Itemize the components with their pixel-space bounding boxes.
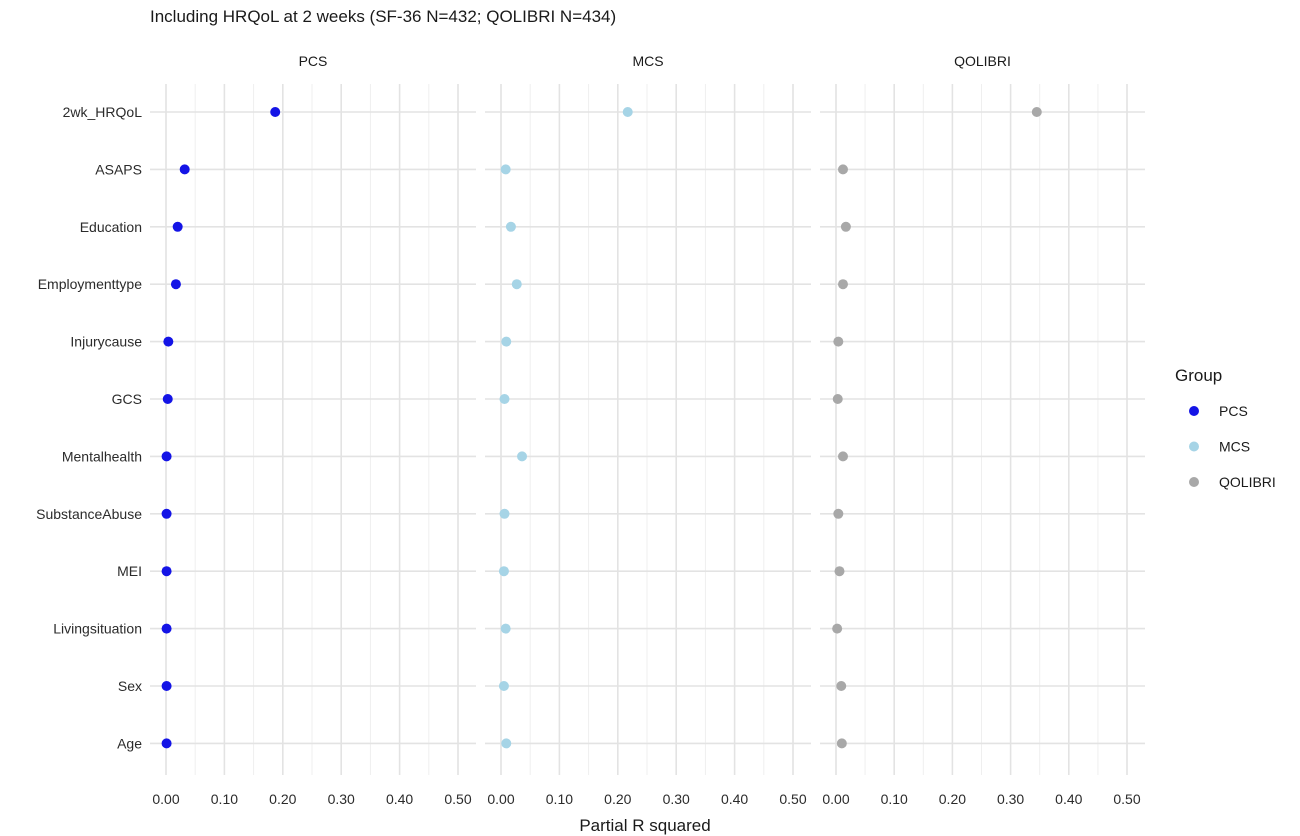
point-pcs-livingsituation bbox=[161, 623, 172, 634]
point-qolibri-education bbox=[840, 221, 851, 232]
x-tick-label-pcs: 0.40 bbox=[386, 791, 413, 807]
point-pcs-2wk-hrqol bbox=[270, 107, 281, 117]
point-qolibri-age bbox=[836, 738, 847, 749]
facet-label-qolibri: QOLIBRI bbox=[954, 53, 1011, 69]
x-tick-label-qolibri: 0.50 bbox=[1113, 791, 1140, 807]
x-tick-label-qolibri: 0.20 bbox=[939, 791, 966, 807]
x-tick-label-mcs: 0.00 bbox=[487, 791, 514, 807]
point-pcs-sex bbox=[161, 681, 172, 691]
point-qolibri-injurycause bbox=[833, 336, 844, 347]
point-pcs-mentalhealth bbox=[161, 451, 172, 462]
point-mcs-substanceabuse bbox=[499, 508, 510, 519]
point-mcs-mei bbox=[498, 566, 509, 577]
facet-label-mcs: MCS bbox=[632, 53, 663, 69]
legend-label-pcs: PCS bbox=[1219, 403, 1248, 419]
y-tick-label-gcs: GCS bbox=[112, 391, 142, 407]
point-pcs-education bbox=[172, 221, 183, 232]
point-qolibri-employmenttype bbox=[837, 279, 848, 290]
point-pcs-injurycause bbox=[163, 336, 174, 347]
y-tick-label-education: Education bbox=[80, 219, 142, 235]
x-tick-label-pcs: 0.50 bbox=[444, 791, 471, 807]
point-qolibri-sex bbox=[836, 681, 847, 691]
x-tick-label-mcs: 0.10 bbox=[546, 791, 573, 807]
point-qolibri-2wk-hrqol bbox=[1031, 107, 1042, 117]
x-tick-label-pcs: 0.10 bbox=[211, 791, 238, 807]
y-tick-label-livingsituation: Livingsituation bbox=[53, 621, 142, 637]
point-pcs-gcs bbox=[162, 394, 173, 404]
legend-marker-qolibri bbox=[1189, 477, 1199, 487]
point-pcs-mei bbox=[161, 566, 172, 577]
point-mcs-livingsituation bbox=[500, 623, 511, 634]
point-pcs-employmenttype bbox=[170, 279, 181, 290]
x-tick-label-mcs: 0.40 bbox=[721, 791, 748, 807]
x-tick-label-qolibri: 0.10 bbox=[881, 791, 908, 807]
facet-qolibri: 0.00 0.10 0.20 0.30 0.40 0.50 QOLIBRI bbox=[820, 53, 1145, 807]
y-tick-label-sex: Sex bbox=[118, 678, 142, 694]
facet-panel-mcs bbox=[485, 84, 811, 775]
x-tick-label-pcs: 0.20 bbox=[269, 791, 296, 807]
y-tick-label-asaps: ASAPS bbox=[95, 161, 142, 177]
legend-label-qolibri: QOLIBRI bbox=[1219, 474, 1276, 490]
legend-marker-pcs bbox=[1189, 406, 1199, 416]
point-mcs-mentalhealth bbox=[517, 451, 528, 462]
point-mcs-asaps bbox=[500, 164, 511, 175]
legend-item-mcs: MCS bbox=[1189, 439, 1250, 455]
point-mcs-injurycause bbox=[501, 336, 512, 347]
y-tick-label-mei: MEI bbox=[117, 563, 142, 579]
point-mcs-gcs bbox=[499, 394, 510, 404]
point-qolibri-substanceabuse bbox=[833, 508, 844, 519]
point-qolibri-gcs bbox=[832, 394, 843, 404]
facet-label-pcs: PCS bbox=[299, 53, 328, 69]
point-pcs-asaps bbox=[179, 164, 190, 175]
point-qolibri-mentalhealth bbox=[837, 451, 848, 462]
point-pcs-age bbox=[161, 738, 172, 749]
y-tick-label-age: Age bbox=[117, 735, 142, 751]
x-tick-label-qolibri: 0.00 bbox=[822, 791, 849, 807]
legend-marker-mcs bbox=[1189, 441, 1199, 452]
facet-mcs: 0.00 0.10 0.20 0.30 0.40 0.50 MCS bbox=[485, 53, 811, 807]
point-qolibri-mei bbox=[834, 566, 845, 577]
point-qolibri-asaps bbox=[837, 164, 848, 175]
point-mcs-2wk-hrqol bbox=[622, 107, 633, 117]
y-tick-label-substanceabuse: SubstanceAbuse bbox=[36, 506, 142, 522]
legend: Group PCS MCS QOLIBRI bbox=[1175, 366, 1276, 490]
legend-label-mcs: MCS bbox=[1219, 439, 1250, 455]
x-axis-title: Partial R squared bbox=[579, 816, 710, 835]
point-mcs-sex bbox=[498, 681, 509, 691]
x-tick-label-pcs: 0.30 bbox=[328, 791, 355, 807]
point-mcs-age bbox=[501, 738, 512, 749]
facet-pcs: 0.00 0.10 0.20 0.30 0.40 0.50 PCS bbox=[150, 53, 476, 807]
legend-item-pcs: PCS bbox=[1189, 403, 1248, 419]
legend-title: Group bbox=[1175, 366, 1222, 385]
x-tick-label-qolibri: 0.30 bbox=[997, 791, 1024, 807]
x-tick-label-mcs: 0.20 bbox=[604, 791, 631, 807]
chart-title: Including HRQoL at 2 weeks (SF-36 N=432;… bbox=[150, 7, 616, 26]
y-axis: 2wk_HRQoL ASAPS Education Employmenttype Inj… bbox=[36, 104, 142, 751]
x-tick-label-mcs: 0.30 bbox=[663, 791, 690, 807]
y-tick-label-employmenttype: Employmenttype bbox=[38, 276, 142, 292]
point-mcs-education bbox=[505, 221, 516, 232]
facet-panel-qolibri bbox=[820, 84, 1145, 775]
point-pcs-substanceabuse bbox=[161, 508, 172, 519]
point-mcs-employmenttype bbox=[511, 279, 522, 290]
y-tick-label-injurycause: Injurycause bbox=[70, 334, 142, 350]
x-tick-label-mcs: 0.50 bbox=[779, 791, 806, 807]
x-tick-label-qolibri: 0.40 bbox=[1055, 791, 1082, 807]
y-tick-label-mentalhealth: Mentalhealth bbox=[62, 448, 142, 464]
legend-item-qolibri: QOLIBRI bbox=[1189, 474, 1276, 490]
point-qolibri-livingsituation bbox=[832, 623, 843, 634]
facet-panel-pcs bbox=[150, 84, 476, 775]
x-tick-label-pcs: 0.00 bbox=[152, 791, 179, 807]
y-tick-label-2wk-hrqol: 2wk_HRQoL bbox=[63, 104, 143, 120]
